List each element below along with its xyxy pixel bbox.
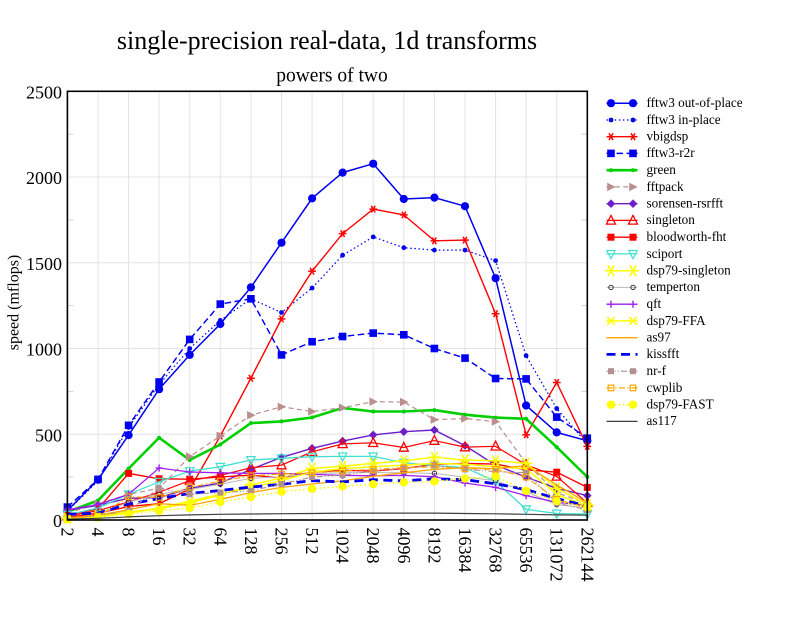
svg-text:dsp79-singleton: dsp79-singleton <box>647 263 732 278</box>
svg-text:128: 128 <box>241 528 261 555</box>
svg-text:sciport: sciport <box>647 246 683 261</box>
svg-text:singleton: singleton <box>647 212 696 227</box>
svg-text:8: 8 <box>119 528 139 537</box>
svg-text:bloodworth-fht: bloodworth-fht <box>647 229 727 244</box>
svg-text:32768: 32768 <box>486 528 506 573</box>
svg-text:dsp79-FFA: dsp79-FFA <box>647 313 707 328</box>
svg-text:16384: 16384 <box>455 528 475 573</box>
svg-text:16: 16 <box>149 528 169 546</box>
svg-text:2: 2 <box>57 528 77 537</box>
svg-text:kissfft: kissfft <box>647 346 680 361</box>
svg-text:fftw3 out-of-place: fftw3 out-of-place <box>647 95 743 110</box>
svg-text:fftpack: fftpack <box>647 179 685 194</box>
svg-text:qft: qft <box>647 296 662 311</box>
svg-text:2048: 2048 <box>363 528 383 564</box>
svg-text:500: 500 <box>35 425 62 445</box>
svg-text:2000: 2000 <box>26 168 62 188</box>
svg-text:4: 4 <box>88 528 108 537</box>
svg-text:temperton: temperton <box>647 279 701 294</box>
svg-text:green: green <box>647 162 677 177</box>
svg-text:131072: 131072 <box>547 528 567 582</box>
svg-text:nr-f: nr-f <box>647 363 667 378</box>
svg-text:512: 512 <box>302 528 322 555</box>
svg-text:powers of two: powers of two <box>276 66 388 87</box>
svg-text:1024: 1024 <box>333 528 353 564</box>
svg-text:4096: 4096 <box>394 528 414 564</box>
svg-text:65536: 65536 <box>516 528 536 573</box>
svg-text:256: 256 <box>272 528 292 555</box>
svg-text:single-precision real-data, 1d: single-precision real-data, 1d transform… <box>117 26 537 55</box>
svg-text:8192: 8192 <box>424 528 444 564</box>
svg-text:speed (mflops): speed (mflops) <box>6 255 23 351</box>
svg-text:as117: as117 <box>647 413 678 428</box>
svg-text:1000: 1000 <box>26 340 62 360</box>
svg-text:dsp79-FAST: dsp79-FAST <box>647 397 714 412</box>
svg-text:262144: 262144 <box>577 528 597 582</box>
svg-text:cwplib: cwplib <box>647 380 683 395</box>
svg-text:32: 32 <box>180 528 200 546</box>
svg-text:1500: 1500 <box>26 254 62 274</box>
svg-text:2500: 2500 <box>26 82 62 102</box>
svg-text:sorensen-rsrfft: sorensen-rsrfft <box>647 196 724 211</box>
svg-text:64: 64 <box>210 528 230 546</box>
svg-text:fftw3-r2r: fftw3-r2r <box>647 145 696 160</box>
svg-text:vbigdsp: vbigdsp <box>647 129 689 144</box>
svg-text:as97: as97 <box>647 330 672 345</box>
svg-text:0: 0 <box>53 511 62 531</box>
svg-text:fftw3 in-place: fftw3 in-place <box>647 112 721 127</box>
